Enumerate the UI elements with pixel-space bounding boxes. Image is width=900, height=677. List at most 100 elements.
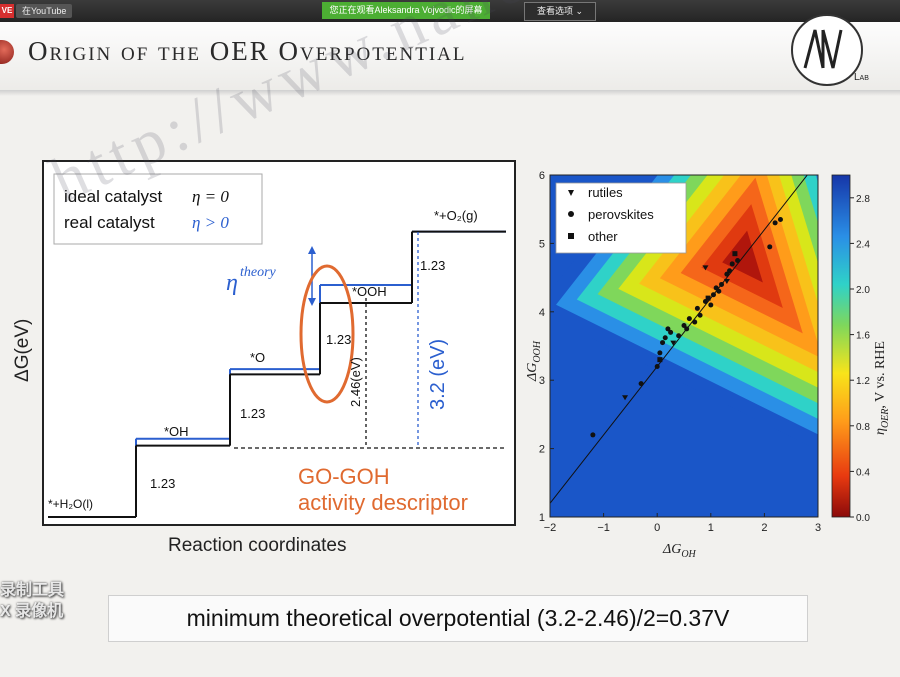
cbar-tick-label-3: 1.2: [856, 376, 870, 387]
overpotential-formula: minimum theoretical overpotential (3.2-2…: [108, 595, 808, 642]
point-perovskites-22: [727, 268, 733, 274]
point-other-0: [657, 357, 663, 363]
ytick-label-2: 3: [539, 375, 545, 387]
point-perovskites-19: [716, 288, 722, 294]
recorder-watermark: 录制工具 X 录像机: [0, 580, 82, 622]
xtick-label-3: 1: [708, 522, 714, 534]
point-perovskites-5: [662, 335, 668, 341]
step-label-3: 1.23: [326, 332, 351, 347]
state-label-h2o: *+H₂O(l): [48, 497, 93, 511]
xtick-label-5: 3: [815, 522, 821, 534]
xtick-label-1: −1: [597, 522, 610, 534]
record-indicator: [0, 40, 14, 64]
scaling-line-path: [550, 175, 808, 504]
point-perovskites-9: [681, 322, 687, 328]
legend-real-eq: η > 0: [192, 213, 229, 232]
logo-lab-text: Lab: [854, 72, 869, 83]
point-perovskites-18: [713, 285, 719, 291]
point-perovskites-17: [710, 292, 716, 298]
point-perovskites-0: [590, 432, 596, 438]
legend-other: other: [588, 229, 618, 244]
heatmap-xlabel: ΔGOH: [662, 542, 697, 560]
point-perovskites-4: [660, 340, 666, 346]
step-label-1: 1.23: [150, 476, 175, 491]
view-options-button[interactable]: 查看选项 ⌄: [524, 2, 596, 21]
point-perovskites-10: [684, 326, 690, 332]
xtick-label-4: 2: [761, 522, 767, 534]
cbar-tick-label-0: 0.0: [856, 513, 870, 524]
cbar-tick-label-2: 0.8: [856, 422, 870, 433]
point-perovskites-11: [686, 316, 692, 322]
cbar-tick-label-4: 1.6: [856, 331, 870, 342]
av-lab-logo: [791, 14, 863, 86]
descriptor-line2: activity descriptor: [298, 490, 468, 515]
xtick-label-2: 0: [654, 522, 660, 534]
legend-ideal-eq: η = 0: [192, 187, 229, 206]
point-perovskites-24: [735, 258, 741, 263]
colorbar-ticks: 0.0 0.4 0.8 1.2 1.6 2.0 2.4 2.8: [850, 194, 870, 524]
slide-title: Origin of the OER Overpotential: [28, 36, 467, 66]
fe-ylabel: ΔG(eV): [12, 319, 33, 382]
scatter-legend-box: [555, 182, 687, 254]
cbar-tick-label-7: 2.8: [856, 194, 870, 205]
point-perovskites-14: [697, 312, 703, 318]
eta-arrow-head-up: [308, 246, 316, 254]
free-energy-diagram: ideal catalyst η = 0 real catalyst η > 0…: [42, 160, 516, 526]
overpotential-heatmap: −2 −1 0 1 2 3 1 2 3 4 5 6 rutiles perovskites other…: [525, 170, 890, 560]
eta-arrow-head-down: [308, 298, 316, 306]
xtick-label-0: −2: [544, 522, 557, 534]
heatmap-band-9: [722, 230, 763, 283]
eta-theory-sup: theory: [240, 265, 277, 280]
point-perovskites-12: [692, 319, 698, 325]
legend-real-label: real catalyst: [64, 213, 155, 232]
annotation-32: 3.2 (eV): [427, 339, 449, 410]
scaling-line: [550, 175, 808, 504]
point-perovskites-8: [676, 333, 682, 339]
scatter-points: [590, 216, 783, 438]
state-label-o: *O: [250, 350, 265, 365]
heatmap-ticks: −2 −1 0 1 2 3 1 2 3 4 5 6: [539, 170, 821, 534]
descriptor-line1: GO-GOH: [298, 464, 390, 489]
point-perovskites-16: [708, 302, 714, 308]
fe-xlabel: Reaction coordinates: [168, 535, 347, 556]
point-perovskites-27: [777, 216, 783, 222]
ytick-label-3: 4: [539, 307, 545, 319]
point-rutiles-3: [670, 340, 677, 346]
legend-perovskites: perovskites: [588, 207, 654, 222]
point-perovskites-20: [719, 281, 725, 287]
descriptor-highlight-ellipse: [299, 264, 355, 404]
av-logo-icon: [803, 29, 843, 69]
legend-other-marker: [568, 233, 574, 239]
legend-rutiles: rutiles: [588, 185, 623, 200]
state-label-ooh: *OOH: [352, 284, 387, 299]
point-perovskites-3: [657, 350, 663, 356]
point-perovskites-25: [767, 244, 773, 250]
live-badge: VE: [0, 4, 14, 18]
state-label-oh: *OH: [164, 424, 189, 439]
ytick-label-1: 2: [539, 444, 545, 456]
ytick-label-0: 1: [539, 512, 545, 524]
eta-theory-symbol: η: [226, 270, 238, 296]
point-perovskites-21: [724, 271, 730, 277]
point-perovskites-2: [654, 364, 660, 370]
point-rutiles-2: [723, 279, 730, 285]
screen-share-banner: 您正在观看Aleksandra Vojvodic的屏幕: [322, 2, 490, 19]
point-rutiles-0: [622, 395, 629, 401]
fe-ylabel-svg: ΔG(eV): [12, 319, 33, 382]
heatmap-ylabel: ΔGOOH: [525, 340, 543, 382]
legend-ideal-label: ideal catalyst: [64, 187, 163, 206]
recorder-watermark-line1: 录制工具: [0, 582, 65, 599]
point-perovskites-13: [694, 305, 700, 311]
youtube-button[interactable]: 在YouTube: [16, 4, 73, 18]
step-label-4: 1.23: [420, 258, 445, 273]
step-label-2: 1.23: [240, 406, 265, 421]
cbar-tick-label-5: 2.0: [856, 285, 870, 296]
free-energy-svg: ideal catalyst η = 0 real catalyst η > 0…: [48, 173, 506, 518]
legend-rutiles-marker: [568, 190, 574, 196]
recorder-watermark-line2: X 录像机: [0, 603, 64, 620]
point-perovskites-6: [665, 326, 671, 332]
point-perovskites-26: [772, 220, 778, 226]
ytick-label-4: 5: [539, 238, 545, 250]
heatmap-frame: [549, 174, 819, 518]
point-rutiles-1: [702, 265, 709, 271]
